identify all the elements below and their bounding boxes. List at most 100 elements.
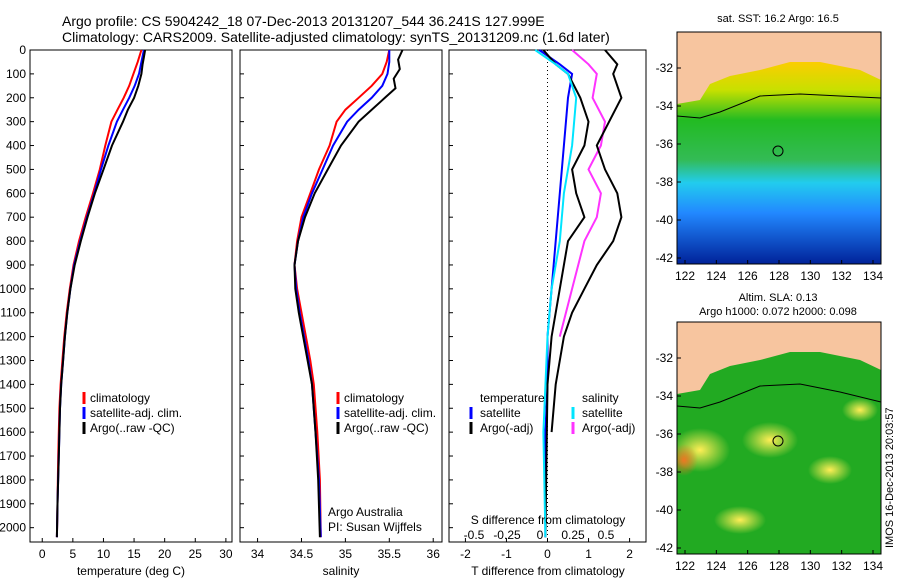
y-tick-label: 1300 xyxy=(0,353,26,367)
sla-land xyxy=(677,322,881,394)
y-tick-label: 1400 xyxy=(0,377,26,391)
map-x-tick-label: 128 xyxy=(769,559,789,573)
sla-map xyxy=(677,322,881,554)
x-tick-label: 34 xyxy=(251,547,265,561)
y-tick-label: 1800 xyxy=(0,473,26,487)
sst-land xyxy=(677,32,881,104)
x-tick-label-secondary: 0 xyxy=(537,528,544,542)
y-tick-label: 200 xyxy=(6,91,26,105)
x-tick-label: 34.5 xyxy=(290,547,314,561)
y-tick-label: 2000 xyxy=(0,521,26,535)
difference-panel xyxy=(448,49,647,543)
series-line xyxy=(538,49,574,538)
map2-subtitle: Argo h1000: 0.072 h2000: 0.098 xyxy=(699,306,857,318)
sla-anomaly xyxy=(742,422,798,458)
legend-label-t-argo: Argo(-adj) xyxy=(480,421,533,435)
x-tick-label: 10 xyxy=(97,547,111,561)
series-line xyxy=(293,49,391,538)
map-y-tick-label: -32 xyxy=(656,61,674,75)
x-tick-label: 35 xyxy=(339,547,353,561)
sla-anomaly xyxy=(842,398,878,422)
map-x-tick-label: 130 xyxy=(800,559,820,573)
series-line xyxy=(293,50,391,538)
map-y-tick-label: -32 xyxy=(656,351,674,365)
credit-line-1: Argo Australia xyxy=(328,505,403,519)
map-y-tick-label: -38 xyxy=(656,465,674,479)
salinity-xlabel: salinity xyxy=(323,564,360,578)
series-line xyxy=(550,49,623,433)
x-tick-label: 15 xyxy=(127,547,141,561)
map2-title: Altim. SLA: 0.13 xyxy=(739,292,818,304)
x-tick-label: 36 xyxy=(427,547,441,561)
y-tick-label: 1700 xyxy=(0,449,26,463)
x-tick-label-secondary: -0.25 xyxy=(493,528,521,542)
temperature-xlabel: temperature (deg C) xyxy=(77,564,185,578)
y-tick-label: 1200 xyxy=(0,330,26,344)
x-tick-label-secondary: -0.5 xyxy=(464,528,485,542)
y-tick-label: 600 xyxy=(6,186,26,200)
sla-anomaly xyxy=(808,456,852,484)
y-tick-label: 1600 xyxy=(0,425,26,439)
map-x-tick-label: 130 xyxy=(800,269,820,283)
credit-line-2: PI: Susan Wijffels xyxy=(328,520,422,534)
x-tick-label: -2 xyxy=(460,547,471,561)
map-y-tick-label: -36 xyxy=(656,137,674,151)
map1-title: sat. SST: 16.2 Argo: 16.5 xyxy=(717,13,839,25)
map-y-tick-label: -38 xyxy=(656,175,674,189)
legend-label-argo: Argo(..raw -QC) xyxy=(344,421,429,435)
map-x-tick-label: 134 xyxy=(863,559,883,573)
legend-label-satellite: satellite-adj. clim. xyxy=(344,406,436,420)
profile-location-marker xyxy=(772,435,784,447)
map-x-tick-label: 124 xyxy=(706,269,726,283)
salinity-panel xyxy=(239,49,443,543)
y-tick-label: 300 xyxy=(6,115,26,129)
sla-anomaly xyxy=(677,444,698,476)
legend-header-temperature: temperature xyxy=(480,391,545,405)
map-y-tick-label: -36 xyxy=(656,427,674,441)
legend-header-salinity: salinity xyxy=(582,391,619,405)
map-x-tick-label: 132 xyxy=(832,559,852,573)
temperature-legend: climatology satellite-adj. clim. Argo(..… xyxy=(82,391,182,435)
y-tick-label: 800 xyxy=(6,234,26,248)
map-x-tick-label: 128 xyxy=(769,269,789,283)
y-tick-label: 900 xyxy=(6,258,26,272)
x-tick-label: 0 xyxy=(544,547,551,561)
y-tick-label: 1500 xyxy=(0,401,26,415)
y-tick-label: 0 xyxy=(19,43,26,57)
x-tick-label: 30 xyxy=(219,547,233,561)
s-difference-xlabel: S difference from climatology xyxy=(471,513,626,527)
salinity-legend: climatology satellite-adj. clim. Argo(..… xyxy=(336,391,436,435)
y-tick-label: 1900 xyxy=(0,497,26,511)
map-y-tick-label: -40 xyxy=(656,503,674,517)
series-line xyxy=(293,49,404,538)
y-tick-label: 700 xyxy=(6,210,26,224)
map-y-tick-label: -42 xyxy=(656,251,674,265)
t-difference-xlabel: T difference from climatology xyxy=(471,564,625,578)
x-tick-label: 20 xyxy=(158,547,172,561)
map-x-tick-label: 122 xyxy=(675,559,695,573)
temperature-panel xyxy=(29,49,233,543)
map-x-tick-label: 134 xyxy=(863,269,883,283)
y-tick-label: 1100 xyxy=(0,306,26,320)
x-tick-label: -1 xyxy=(501,547,512,561)
map-y-tick-label: -34 xyxy=(656,99,674,113)
map-x-tick-label: 122 xyxy=(675,269,695,283)
legend-label-s-satellite: satellite xyxy=(582,406,623,420)
y-tick-label: 500 xyxy=(6,162,26,176)
difference-legend: temperature salinity satellite Argo(-adj… xyxy=(469,391,635,435)
y-tick-label: 1000 xyxy=(0,282,26,296)
sst-front-contour xyxy=(677,93,881,119)
map-x-tick-label: 124 xyxy=(706,559,726,573)
legend-label-climatology: climatology xyxy=(90,391,150,405)
x-tick-label-secondary: 0.25 xyxy=(561,528,585,542)
x-tick-label: 35.5 xyxy=(378,547,402,561)
map-x-tick-label: 126 xyxy=(738,559,758,573)
legend-label-satellite: satellite-adj. clim. xyxy=(90,406,182,420)
map-x-tick-label: 132 xyxy=(832,269,852,283)
series-line xyxy=(534,49,578,538)
profile-location-marker xyxy=(772,145,784,157)
x-tick-label: 5 xyxy=(70,547,77,561)
legend-label-t-satellite: satellite xyxy=(480,406,521,420)
header-line-2: Climatology: CARS2009. Satellite-adjuste… xyxy=(62,29,610,45)
